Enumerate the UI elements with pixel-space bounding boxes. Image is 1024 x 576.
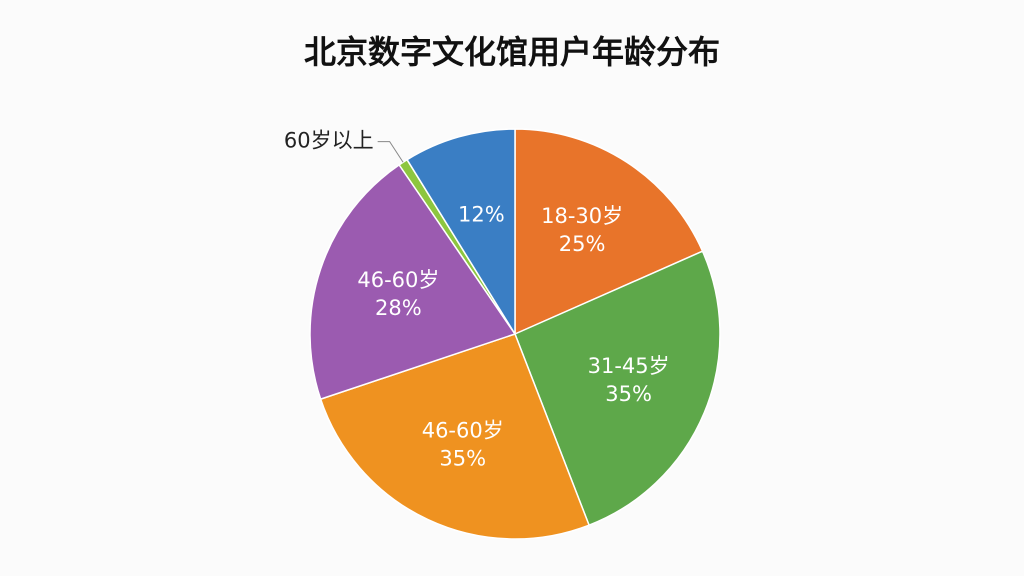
pie-slice — [309, 163, 517, 401]
pie-slice — [319, 333, 591, 540]
slice-label: 60岁以上 — [284, 129, 374, 153]
value-label: 35% — [439, 446, 486, 470]
value-label: 25% — [559, 232, 606, 256]
value-label: 12% — [458, 203, 505, 227]
slice-label: 46-60岁 — [357, 268, 439, 292]
leader-line — [377, 141, 404, 163]
value-label: 28% — [375, 296, 422, 320]
chart-title: 北京数字文化馆用户年龄分布 — [304, 33, 720, 71]
pie-slice — [514, 250, 721, 527]
value-label: 35% — [605, 382, 652, 406]
slice-label: 46-60岁 — [422, 418, 504, 442]
slice-label: 18-30岁 — [541, 204, 623, 228]
slice-label: 31-45岁 — [588, 354, 670, 378]
pie-slice — [514, 128, 704, 336]
pie-slice — [406, 128, 516, 337]
